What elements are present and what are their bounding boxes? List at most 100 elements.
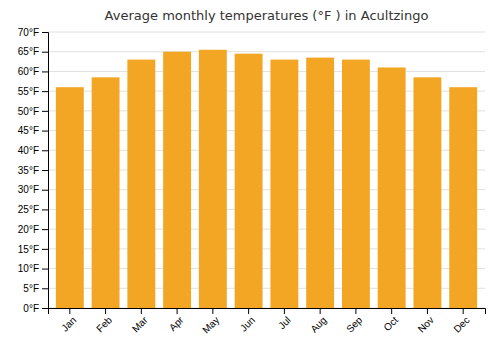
x-tick: Aug — [308, 308, 328, 335]
y-tick-mark — [42, 209, 48, 210]
y-axis: 0°F 5°F 10°F 15°F 20°F 25°F 30°F 35°F 40°F 45°F 50… — [18, 27, 49, 314]
y-tick: 45°F — [18, 125, 48, 136]
x-tick-label: Aug — [308, 314, 328, 334]
chart: 0°F 5°F 10°F 15°F 20°F 25°F 30°F 35°F 40°F 45°F 50… — [0, 0, 500, 350]
x-tick-label: Oct — [381, 314, 400, 333]
grid — [48, 32, 485, 308]
y-tick-label: 30°F — [18, 184, 39, 195]
y-tick-mark — [42, 150, 48, 151]
bar — [342, 60, 370, 308]
y-tick: 20°F — [18, 224, 48, 235]
y-tick: 35°F — [18, 165, 48, 176]
bar — [378, 67, 406, 308]
y-tick-mark — [42, 308, 48, 309]
x-tick: Mar — [130, 308, 150, 334]
y-tick: 50°F — [18, 106, 48, 117]
x-tick: Apr — [167, 308, 186, 333]
y-tick-mark — [42, 249, 48, 250]
x-tick-label: May — [200, 314, 221, 335]
x-axis: Jan Feb Mar Apr May Jun Jul Aug Sep Oct Nov Dec — [49, 308, 486, 336]
x-tick-mark — [141, 308, 142, 314]
title: Average monthly temperatures (°F ) in Ac… — [105, 8, 429, 23]
y-tick-mark — [42, 111, 48, 112]
x-tick-mark — [69, 308, 70, 314]
y-tick: 60°F — [18, 66, 48, 77]
bar — [127, 60, 155, 308]
x-tick-mark — [212, 308, 213, 314]
bar — [199, 50, 227, 308]
bar — [163, 52, 191, 308]
y-tick-label: 50°F — [18, 106, 39, 117]
y-tick-label: 10°F — [18, 263, 39, 274]
grid-line — [48, 32, 485, 33]
y-tick-mark — [42, 190, 48, 191]
x-tick-mark — [320, 308, 321, 314]
x-tick-label: Apr — [167, 314, 186, 333]
x-tick-label: Nov — [416, 314, 436, 334]
bar — [235, 54, 263, 308]
x-tick-mark — [105, 308, 106, 314]
bar — [92, 77, 120, 308]
bars — [56, 50, 477, 308]
y-tick-label: 40°F — [18, 145, 39, 156]
y-tick: 65°F — [18, 46, 48, 57]
x-tick-mark — [391, 308, 392, 314]
y-tick-label: 0°F — [23, 303, 39, 314]
y-tick-label: 35°F — [18, 165, 39, 176]
y-tick: 55°F — [18, 86, 48, 97]
y-tick: 10°F — [18, 263, 48, 274]
y-tick-mark — [42, 170, 48, 171]
x-tick-label: Jul — [276, 314, 293, 331]
x-tick-label: Mar — [130, 314, 150, 334]
y-tick: 70°F — [18, 27, 48, 38]
x-tick-mark — [427, 308, 428, 314]
x-tick: Oct — [381, 308, 400, 333]
y-tick-label: 55°F — [18, 86, 39, 97]
plot: 0°F 5°F 10°F 15°F 20°F 25°F 30°F 35°F 40°F 45°F 50… — [18, 27, 486, 336]
x-tick-mark — [177, 308, 178, 314]
y-tick-mark — [42, 288, 48, 289]
y-axis-line — [42, 33, 49, 309]
bar — [449, 87, 477, 308]
y-tick-mark — [42, 269, 48, 270]
x-tick-label: Jan — [59, 314, 78, 333]
y-tick-mark — [42, 91, 48, 92]
x-tick: Dec — [451, 308, 471, 335]
bar — [270, 60, 298, 308]
y-tick-label: 60°F — [18, 66, 39, 77]
y-tick-mark — [42, 131, 48, 132]
y-tick: 30°F — [18, 184, 48, 195]
grid-line — [48, 71, 485, 72]
x-tick-mark — [248, 308, 249, 314]
y-tick: 0°F — [23, 303, 48, 314]
x-tick: May — [200, 308, 221, 336]
y-tick-mark — [42, 71, 48, 72]
y-tick-label: 65°F — [18, 46, 39, 57]
y-tick: 25°F — [18, 204, 48, 215]
x-axis-line — [49, 309, 486, 315]
x-tick-label: Jun — [238, 314, 257, 333]
bar — [306, 58, 334, 308]
y-tick-label: 5°F — [23, 283, 39, 294]
y-tick-mark — [42, 229, 48, 230]
x-tick-label: Sep — [344, 314, 365, 335]
y-tick: 40°F — [18, 145, 48, 156]
x-tick: Sep — [344, 308, 365, 335]
y-tick-label: 20°F — [18, 224, 39, 235]
x-tick: Jan — [59, 308, 78, 334]
x-tick-mark — [463, 308, 464, 314]
y-tick-label: 70°F — [18, 27, 39, 38]
y-tick-mark — [42, 52, 48, 53]
y-tick-label: 15°F — [18, 244, 39, 255]
x-tick: Nov — [416, 308, 436, 335]
y-tick-mark — [42, 32, 48, 33]
x-tick: Jul — [276, 308, 293, 331]
x-tick: Feb — [94, 308, 114, 334]
bar — [413, 77, 441, 308]
y-tick-label: 45°F — [18, 125, 39, 136]
y-tick: 5°F — [23, 283, 48, 294]
grid-line — [48, 51, 485, 52]
bar — [56, 87, 84, 308]
y-tick: 15°F — [18, 244, 48, 255]
x-tick-mark — [355, 308, 356, 314]
